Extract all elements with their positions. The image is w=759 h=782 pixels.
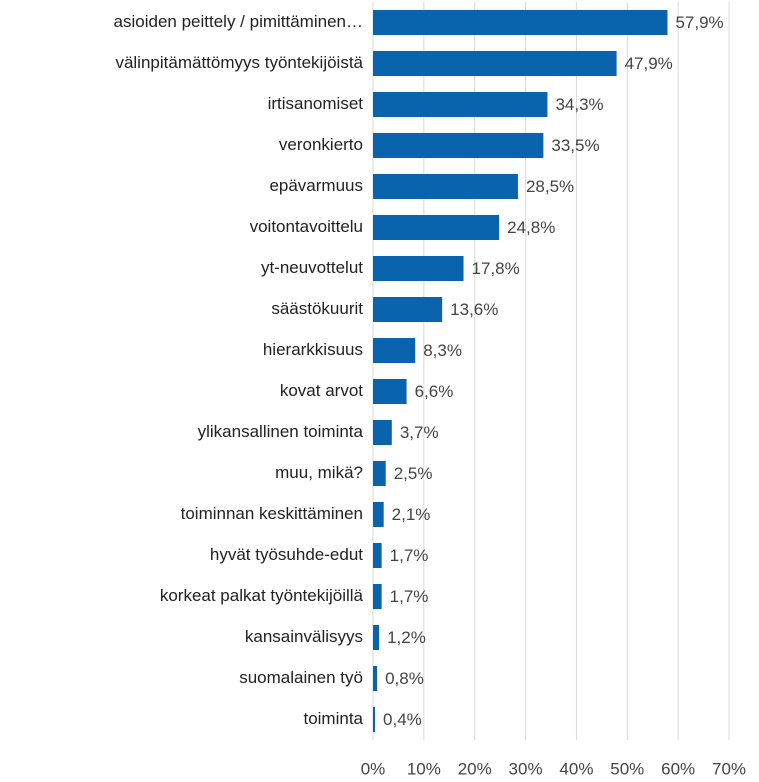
- y-tick-label: yt-neuvottelut: [261, 258, 363, 277]
- bar: [373, 174, 518, 199]
- y-tick-label: suomalainen työ: [239, 668, 363, 687]
- value-label: 0,8%: [385, 669, 424, 688]
- value-label: 1,7%: [390, 546, 429, 565]
- value-label: 6,6%: [415, 382, 454, 401]
- bar: [373, 92, 548, 117]
- y-tick-label: kovat arvot: [280, 381, 363, 400]
- y-tick-label: voitontavoittelu: [250, 217, 363, 236]
- y-tick-label: muu, mikä?: [275, 463, 363, 482]
- y-tick-label: säästökuurit: [271, 299, 363, 318]
- y-tick-label: toiminta: [303, 709, 363, 728]
- value-label: 17,8%: [472, 259, 520, 278]
- value-label: 2,1%: [392, 505, 431, 524]
- value-label: 0,4%: [383, 710, 422, 729]
- bar: [373, 10, 668, 35]
- x-tick-label: 50%: [610, 759, 644, 778]
- y-tick-label: epävarmuus: [269, 176, 363, 195]
- x-tick-label: 60%: [661, 759, 695, 778]
- bar: [373, 543, 382, 568]
- value-label: 34,3%: [555, 95, 603, 114]
- value-label: 33,5%: [551, 136, 599, 155]
- bar: [373, 379, 407, 404]
- bar: [373, 51, 617, 76]
- y-tick-label: asioiden peittely / pimittäminen…: [114, 12, 363, 31]
- y-tick-label: toiminnan keskittäminen: [181, 504, 363, 523]
- bar: [373, 297, 443, 322]
- y-tick-label: kansainvälisyys: [245, 627, 363, 646]
- x-tick-label: 70%: [712, 759, 746, 778]
- y-tick-label: irtisanomiset: [268, 94, 364, 113]
- value-label: 8,3%: [423, 341, 462, 360]
- bar: [373, 707, 376, 732]
- bar: [373, 338, 416, 363]
- value-label: 13,6%: [450, 300, 498, 319]
- value-label: 1,7%: [390, 587, 429, 606]
- value-label: 28,5%: [526, 177, 574, 196]
- bar: [373, 502, 384, 527]
- value-label: 1,2%: [387, 628, 426, 647]
- value-label: 57,9%: [675, 13, 723, 32]
- bar: [373, 461, 386, 486]
- x-tick-label: 0%: [361, 759, 386, 778]
- y-tick-label: ylikansallinen toiminta: [198, 422, 364, 441]
- value-label: 24,8%: [507, 218, 555, 237]
- y-tick-label: veronkierto: [279, 135, 363, 154]
- y-tick-label: hierarkkisuus: [263, 340, 363, 359]
- value-label: 3,7%: [400, 423, 439, 442]
- x-tick-label: 10%: [407, 759, 441, 778]
- x-tick-label: 40%: [559, 759, 593, 778]
- y-tick-label: välinpitämättömyys työntekijöistä: [115, 53, 363, 72]
- bar: [373, 666, 378, 691]
- bar: [373, 133, 544, 158]
- bar: [373, 625, 380, 650]
- bar: [373, 584, 382, 609]
- value-label: 2,5%: [394, 464, 433, 483]
- y-tick-label: korkeat palkat työntekijöillä: [160, 586, 364, 605]
- x-tick-label: 20%: [458, 759, 492, 778]
- bar: [373, 215, 500, 240]
- bar: [373, 256, 464, 281]
- value-label: 47,9%: [625, 54, 673, 73]
- x-tick-label: 30%: [509, 759, 543, 778]
- y-tick-label: hyvät työsuhde-edut: [210, 545, 363, 564]
- bar: [373, 420, 392, 445]
